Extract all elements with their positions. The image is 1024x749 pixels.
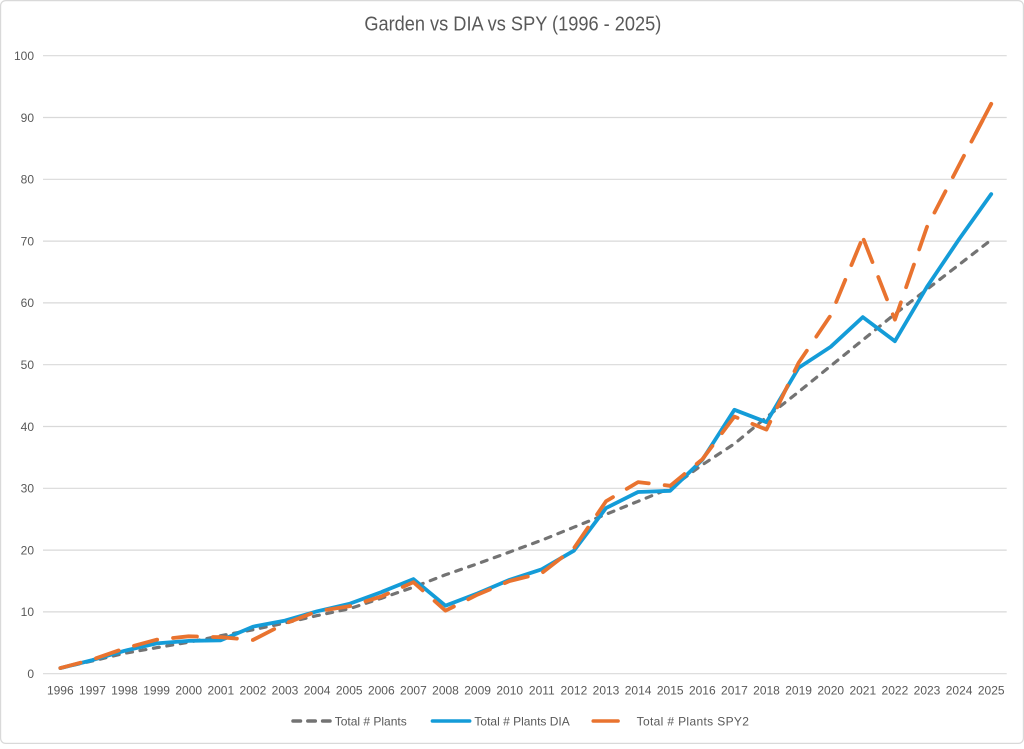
svg-text:2007: 2007: [400, 684, 427, 698]
svg-text:2018: 2018: [753, 684, 780, 698]
svg-text:1997: 1997: [79, 684, 106, 698]
svg-text:80: 80: [21, 173, 35, 187]
svg-text:2021: 2021: [849, 684, 876, 698]
svg-text:90: 90: [21, 111, 35, 125]
svg-text:2006: 2006: [368, 684, 395, 698]
svg-text:2011: 2011: [529, 684, 555, 698]
svg-text:50: 50: [21, 358, 35, 372]
svg-text:2003: 2003: [272, 684, 299, 698]
svg-text:2014: 2014: [625, 684, 652, 698]
svg-text:2004: 2004: [304, 684, 331, 698]
svg-text:2020: 2020: [817, 684, 844, 698]
svg-text:2016: 2016: [689, 684, 716, 698]
svg-text:1999: 1999: [143, 684, 170, 698]
svg-text:2022: 2022: [882, 684, 909, 698]
svg-text:0: 0: [27, 667, 34, 681]
svg-text:1998: 1998: [111, 684, 138, 698]
svg-text:100: 100: [14, 49, 34, 63]
svg-text:40: 40: [21, 420, 35, 434]
svg-text:2015: 2015: [657, 684, 684, 698]
svg-text:2012: 2012: [561, 684, 588, 698]
svg-text:20: 20: [21, 543, 35, 557]
svg-text:2025: 2025: [978, 684, 1005, 698]
svg-text:Garden vs DIA vs SPY (1996 - 2: Garden vs DIA vs SPY (1996 - 2025): [364, 12, 661, 35]
svg-text:Total # Plants: Total # Plants: [335, 714, 407, 728]
svg-text:Total # Plants DIA: Total # Plants DIA: [474, 714, 569, 728]
svg-text:2019: 2019: [785, 684, 812, 698]
svg-text:2010: 2010: [496, 684, 523, 698]
svg-text:30: 30: [21, 482, 35, 496]
svg-text:2024: 2024: [946, 684, 973, 698]
svg-text:2000: 2000: [175, 684, 202, 698]
svg-text:10: 10: [21, 605, 35, 619]
svg-text:70: 70: [21, 234, 35, 248]
svg-text:2008: 2008: [432, 684, 459, 698]
svg-text:2005: 2005: [336, 684, 363, 698]
svg-text:2023: 2023: [914, 684, 941, 698]
svg-text:Total # Plants SPY2: Total # Plants SPY2: [637, 714, 750, 728]
svg-text:60: 60: [21, 296, 35, 310]
svg-text:1996: 1996: [47, 684, 74, 698]
svg-text:2009: 2009: [464, 684, 491, 698]
svg-text:2002: 2002: [240, 684, 267, 698]
svg-text:2013: 2013: [593, 684, 620, 698]
svg-text:2017: 2017: [721, 684, 748, 698]
svg-text:2001: 2001: [207, 684, 234, 698]
